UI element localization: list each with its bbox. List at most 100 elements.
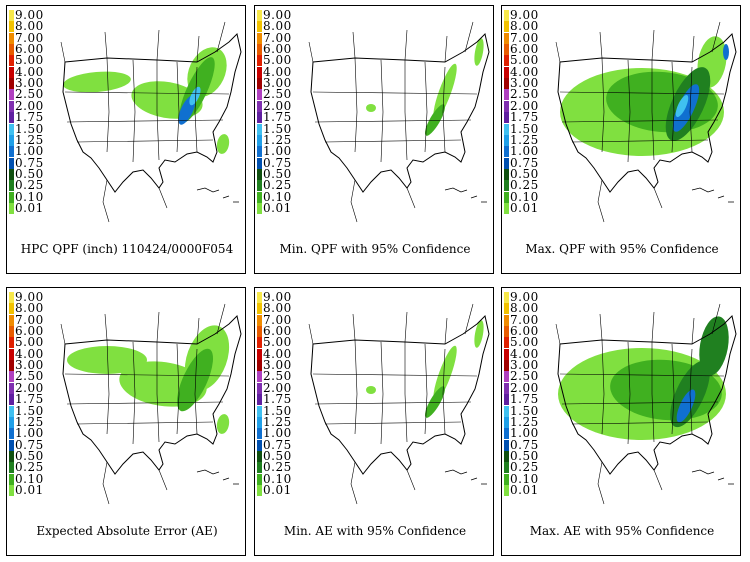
legend-label: 9.00 [510,290,539,304]
legend-label: 1.50 [263,403,292,418]
state-boundary [314,401,472,405]
state-boundary [601,57,605,153]
legend-swatch [9,416,14,428]
panel-caption: Min. QPF with 95% Confidence [279,242,471,256]
state-boundary [314,119,472,123]
legend-swatch [504,405,509,417]
canada-boundary [60,303,226,345]
us-precip-map [60,303,242,505]
state-boundary [442,348,446,435]
mexico-boundary [350,461,416,505]
legend-entry: 1.75 [9,393,57,406]
legend-swatch [257,44,262,56]
legend-label: 8.00 [510,19,539,34]
legend-swatch [9,450,14,462]
legend-label: 9.00 [263,290,292,304]
legend-label: 3.00 [510,76,539,91]
precip-area [474,320,484,348]
legend-label: 6.00 [510,324,539,339]
state-boundary [76,421,214,425]
legend-swatch [257,484,262,496]
legend-entry: 2.00 [257,100,305,112]
legend-label: 0.75 [15,155,44,170]
legend-label: 0.10 [263,471,292,486]
forecast-panel: 9.00 8.00 7.00 6.00 5.00 4.00 3.00 2.50 2.00 1.75… [501,287,741,556]
legend-swatch [504,78,509,90]
legend-entry: 1.25 [257,134,305,146]
us-outline [557,315,737,475]
legend-entry: 0.50 [257,168,305,180]
legend-entry: 4.00 [257,66,305,78]
us-outline [310,33,490,193]
legend-entry: 1.00 [504,144,552,159]
legend-swatch [257,337,262,349]
legend-swatch [504,462,509,474]
legend-swatch [257,326,262,338]
legend-swatch [504,55,509,67]
legend-entry: 8.00 [9,20,57,33]
canada-boundary [308,21,474,63]
precip-area [672,84,700,132]
legend-entry: 1.75 [9,111,57,124]
precip-area [216,414,230,434]
legend-swatch [504,473,509,485]
legend-entry: 5.00 [257,53,305,68]
legend-label: 1.00 [15,144,44,159]
legend-entry: 2.00 [504,380,552,395]
legend-entry: 9.00 [257,9,305,21]
legend-label: 1.00 [510,144,539,159]
legend-swatch [9,337,14,349]
legend-swatch [504,337,509,349]
precip-area [216,134,230,154]
legend-entry: 1.25 [9,416,57,428]
legend-entry: 6.00 [257,43,305,56]
legend-label: 5.00 [263,53,292,68]
state-boundary [132,59,136,163]
legend-swatch [9,202,14,214]
legend-swatch [257,100,262,112]
mexico-boundary [350,179,416,223]
legend-label: 9.00 [510,8,539,22]
legend-swatch [9,473,14,485]
legend-swatch [257,439,262,451]
state-boundary [176,61,180,153]
state-boundary [561,401,719,405]
legend-swatch [504,21,509,33]
legend-entry: 5.00 [9,54,57,67]
forecast-panel: 9.00 8.00 7.00 6.00 5.00 4.00 3.00 2.50 2.00 1.75… [501,5,741,274]
legend-label: 1.00 [510,426,539,441]
us-outline [310,315,490,475]
legend-label: 1.75 [263,110,292,125]
caribbean-islands [444,187,487,203]
legend-swatch [9,100,14,112]
legend-label: 0.50 [263,448,292,463]
state-boundary [380,341,384,445]
precip-area [676,389,696,423]
legend-entry: 3.00 [504,359,552,372]
legend-label: 7.00 [510,312,539,327]
legend-label: 4.00 [510,346,539,361]
legend-label: 0.75 [510,155,539,170]
legend-label: 0.75 [15,437,44,452]
legend-swatch [9,394,14,406]
legend-entry: 3.00 [257,359,305,372]
legend-entry: 6.00 [504,43,552,56]
legend-label: 0.75 [263,155,292,170]
legend-swatch [9,10,14,21]
legend-label: 2.00 [510,380,539,395]
legend-swatch [9,371,14,383]
panel-caption: Min. AE with 95% Confidence [283,524,467,538]
panel-caption: Max. QPF with 95% Confidence [525,242,719,256]
us-outline [62,33,242,193]
legend-swatch [257,168,262,180]
legend-swatch [257,180,262,192]
state-boundary [76,139,214,143]
legend-entry: 1.00 [257,427,305,440]
legend-label: 1.75 [510,110,539,125]
legend-entry: 1.00 [257,145,305,158]
state-boundary [442,66,446,153]
legend-swatch [9,462,14,474]
state-boundary [571,139,709,143]
state-boundary [627,341,631,445]
legend-swatch [257,32,262,44]
